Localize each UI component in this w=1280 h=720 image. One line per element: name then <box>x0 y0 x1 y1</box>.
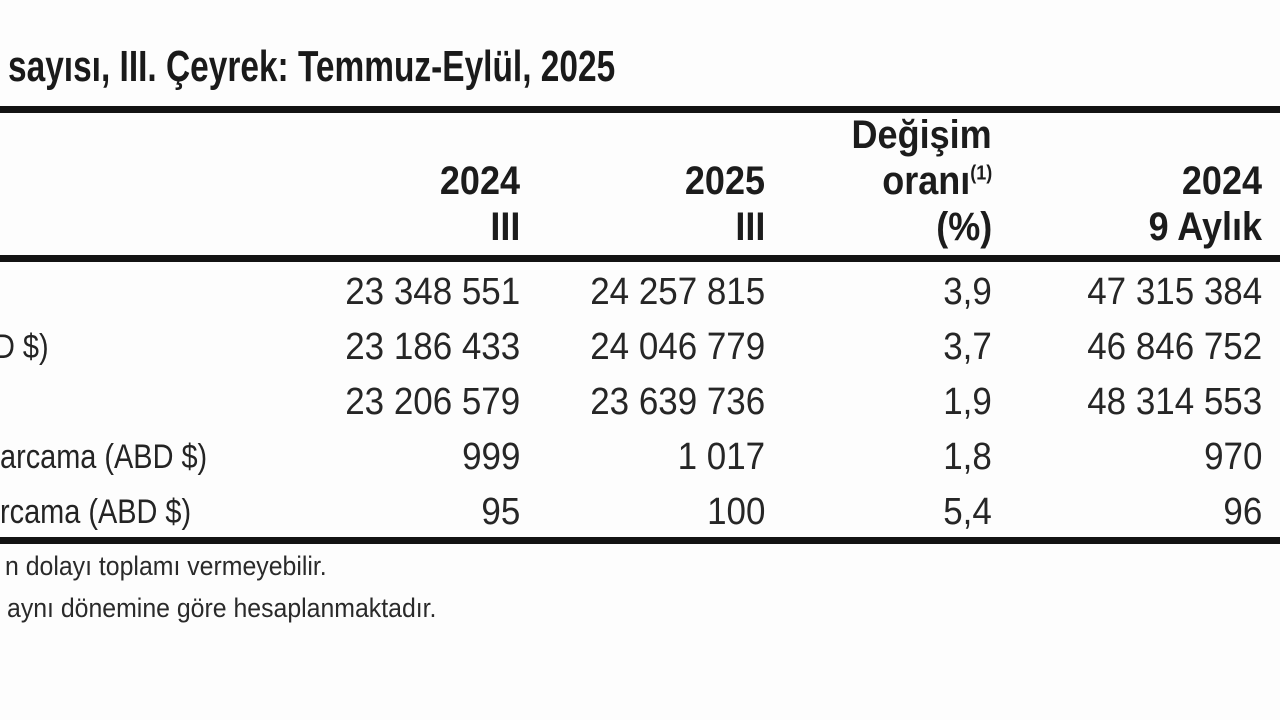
table-row: rcama (ABD $) 95 100 5,4 96 <box>0 485 1262 540</box>
header-period-iii: III <box>734 205 765 249</box>
header-change-word: Değişim <box>851 113 992 157</box>
table-header-border <box>0 255 1280 262</box>
table-bottom-border <box>0 537 1280 544</box>
header-rate-word: oranı <box>881 159 970 203</box>
cell-2024-9months: 47 315 384 <box>1087 271 1262 313</box>
cell-2024-q3: 23 186 433 <box>345 326 520 368</box>
column-header-2024-9months: 2024 9 Aylık <box>992 113 1262 254</box>
cell-2024-9months: 48 314 553 <box>1087 381 1262 423</box>
cell-2024-9months: 46 846 752 <box>1087 326 1262 368</box>
table-row: 23 348 551 24 257 815 3,9 47 315 384 <box>0 265 1262 320</box>
header-percent-unit: (%) <box>936 205 992 249</box>
header-year-2025: 2025 <box>684 159 765 203</box>
column-header-2025-q3: 2025 III <box>520 113 765 254</box>
cell-2025-q3: 23 639 736 <box>590 381 765 423</box>
row-label: arcama (ABD $) <box>0 438 208 476</box>
cell-2024-q3: 23 206 579 <box>345 381 520 423</box>
cell-2025-q3: 1 017 <box>677 436 765 478</box>
header-9month-label: 9 Aylık <box>1148 205 1262 249</box>
table-row: 23 206 579 23 639 736 1,9 48 314 553 <box>0 375 1262 430</box>
page-title: sayısı, III. Çeyrek: Temmuz-Eylül, 2025 <box>8 42 616 91</box>
cell-2024-q3: 23 348 551 <box>345 271 520 313</box>
cell-change-rate: 3,9 <box>943 271 992 313</box>
cell-change-rate: 3,7 <box>943 326 992 368</box>
row-label: D $) <box>0 328 49 366</box>
row-label: rcama (ABD $) <box>0 493 192 531</box>
cell-2024-q3: 95 <box>481 491 520 533</box>
cell-2024-q3: 999 <box>461 436 520 478</box>
column-header-2024-q3: 2024 III <box>280 113 520 254</box>
header-year-2024: 2024 <box>439 159 520 203</box>
cell-change-rate: 5,4 <box>943 491 992 533</box>
header-period-iii: III <box>489 205 520 249</box>
column-header-change-rate: Değişim oranı(1) (%) <box>765 113 992 254</box>
cell-2025-q3: 100 <box>706 491 765 533</box>
footnote-reference-1: (1) <box>969 162 992 185</box>
cell-change-rate: 1,8 <box>943 436 992 478</box>
table-row: D $) 23 186 433 24 046 779 3,7 46 846 75… <box>0 320 1262 375</box>
footnote-rounding-note: n dolayı toplamı vermeyebilir. <box>5 551 327 581</box>
footnote-change-rate-note: aynı dönemine göre hesaplanmaktadır. <box>7 593 437 623</box>
table-row: arcama (ABD $) 999 1 017 1,8 970 <box>0 430 1262 485</box>
cell-change-rate: 1,9 <box>943 381 992 423</box>
cell-2025-q3: 24 046 779 <box>590 326 765 368</box>
cell-2025-q3: 24 257 815 <box>590 271 765 313</box>
header-year-2024: 2024 <box>1181 159 1262 203</box>
cell-2024-9months: 96 <box>1223 491 1262 533</box>
table-top-border <box>0 106 1280 113</box>
cell-2024-9months: 970 <box>1203 436 1262 478</box>
